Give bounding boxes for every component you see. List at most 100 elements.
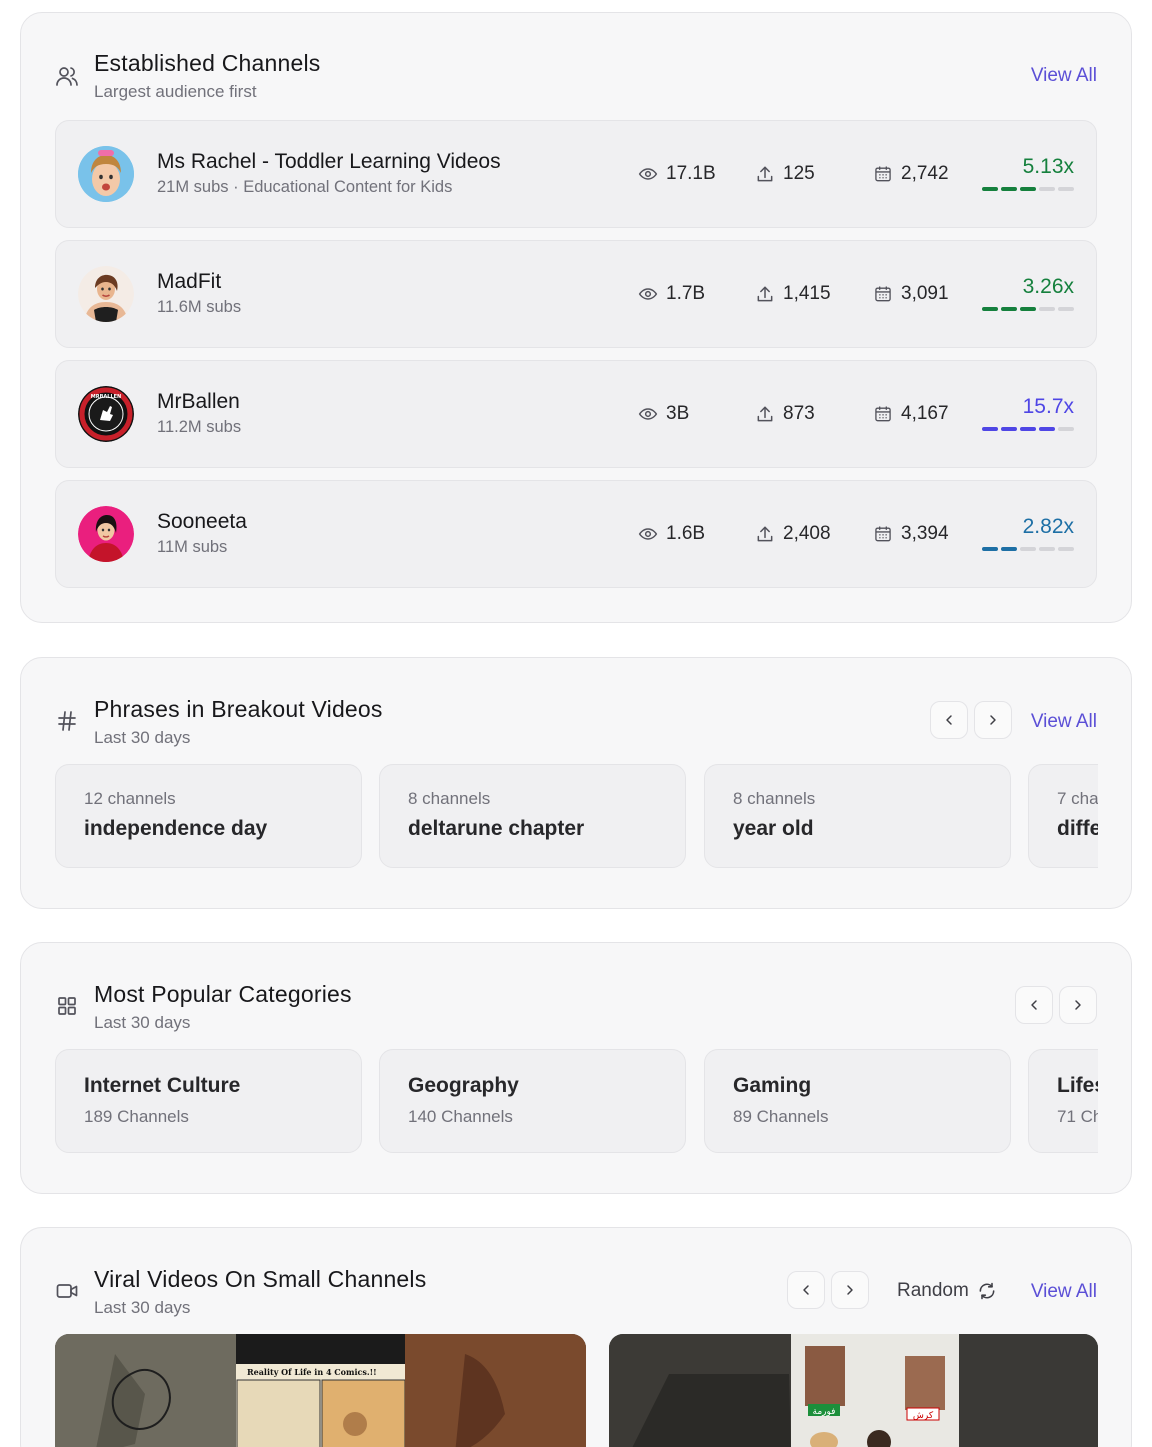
views-value: 1.7B [666,283,706,304]
chevron-right-icon [1075,1000,1081,1010]
category-card[interactable]: Gaming 89 Channels [704,1049,1011,1153]
multiplier: 5.13x [1022,155,1074,178]
eye-icon [638,528,658,540]
chevron-left-icon [803,1285,809,1295]
channel-name[interactable]: Ms Rachel - Toddler Learning Videos [157,150,501,173]
category-name: Internet Culture [84,1074,241,1097]
categories-carousel: Internet Culture 189 Channels Geography … [55,1049,1098,1153]
thumbnail-tag: كرش [913,1411,934,1421]
channel-row[interactable]: Ms Rachel - Toddler Learning Videos 21M … [55,120,1097,228]
channel-row[interactable]: MadFit 11.6M subs 1.7B 1,415 3,091 3.26x [55,240,1097,348]
phrase-text: deltarune chapter [408,817,585,840]
next-button[interactable] [1059,986,1097,1024]
calendar-icon [875,286,891,302]
uploads-stat: 873 [755,403,815,425]
section-title: Established Channels [94,50,321,76]
grid-icon [58,997,76,1015]
views-value: 3B [666,403,690,424]
score-bars [982,187,1074,191]
hash-icon [58,711,76,731]
viral-videos-card: Viral Videos On Small Channels Last 30 d… [20,1227,1132,1447]
views-stat: 1.7B [638,283,705,305]
phrase-channel-count: 8 channels [408,789,491,808]
category-card[interactable]: Internet Culture 189 Channels [55,1049,362,1153]
phrases-card: Phrases in Breakout Videos Last 30 days … [20,657,1132,909]
category-name: Geography [408,1074,519,1097]
thumbnail-caption: Reality Of Life in 4 Comics.!! [247,1367,377,1377]
chevron-right-icon [847,1285,853,1295]
uploads-value: 125 [783,163,815,184]
avatar [78,506,134,562]
eye-icon [638,288,658,300]
channel-row[interactable]: MRBALLEN MrBallen 11.2M subs 3B 873 4,16… [55,360,1097,468]
phrases-carousel: 12 channels independence day 8 channels … [55,764,1098,868]
days-value: 2,742 [901,163,949,184]
multiplier: 3.26x [1022,275,1074,298]
section-subtitle: Last 30 days [94,728,191,747]
views-value: 17.1B [666,163,716,184]
established-channels-card: Established Channels Largest audience fi… [20,12,1132,623]
random-label: Random [897,1280,969,1301]
section-title: Phrases in Breakout Videos [94,696,383,722]
upload-icon [757,286,773,302]
prev-button[interactable] [930,701,968,739]
category-card[interactable]: Geography 140 Channels [379,1049,686,1153]
phrase-card[interactable]: 7 channels different [1028,764,1098,868]
upload-icon [757,406,773,422]
channel-subtitle: 21M subs · Educational Content for Kids [157,178,453,196]
calendar-icon [875,166,891,182]
days-value: 3,091 [901,283,949,304]
avatar [78,146,134,202]
score-bars [982,547,1074,551]
multiplier: 2.82x [1022,515,1074,538]
calendar-icon [875,526,891,542]
section-subtitle: Last 30 days [94,1298,191,1317]
prev-button[interactable] [1015,986,1053,1024]
uploads-value: 873 [783,403,815,424]
channel-subtitle: 11M subs [157,538,228,556]
svg-text:MRBALLEN: MRBALLEN [91,394,121,400]
view-all-link[interactable]: View All [1030,711,1097,732]
phrase-text: independence day [84,817,268,840]
phrase-text: year old [733,817,814,840]
section-title: Most Popular Categories [94,981,352,1007]
avatar [78,266,134,322]
views-stat: 3B [638,403,689,425]
views-stat: 1.6B [638,523,705,545]
random-button[interactable]: Random [897,1280,997,1302]
section-title: Viral Videos On Small Channels [94,1266,427,1292]
channel-subtitle: 11.6M subs [157,298,242,316]
channel-name[interactable]: MrBallen [157,390,240,413]
next-button[interactable] [974,701,1012,739]
phrase-channel-count: 8 channels [733,789,816,808]
eye-icon [638,168,658,180]
category-count: 89 Channels [733,1107,829,1126]
users-icon [56,67,78,86]
prev-button[interactable] [787,1271,825,1309]
section-subtitle: Last 30 days [94,1013,191,1032]
next-button[interactable] [831,1271,869,1309]
category-count: 71 Channels [1057,1107,1098,1126]
channel-row[interactable]: Sooneeta 11M subs 1.6B 2,408 3,394 2.82x [55,480,1097,588]
score-bars [982,427,1074,431]
phrase-card[interactable]: 12 channels independence day [55,764,362,868]
uploads-stat: 2,408 [755,523,831,545]
calendar-icon [875,406,891,422]
phrase-card[interactable]: 8 channels year old [704,764,1011,868]
video-thumbnail[interactable]: فورمة كرش [609,1334,1098,1447]
video-thumbnail[interactable]: Reality Of Life in 4 Comics.!! [55,1334,586,1447]
category-count: 189 Channels [84,1107,189,1126]
refresh-icon [979,1282,995,1300]
channel-name[interactable]: Sooneeta [157,510,247,533]
channel-name[interactable]: MadFit [157,270,222,293]
view-all-link[interactable]: View All [1030,65,1097,86]
category-count: 140 Channels [408,1107,513,1126]
video-icon [56,1284,78,1298]
thumbnail-tag: فورمة [813,1407,836,1417]
phrase-card[interactable]: 8 channels deltarune chapter [379,764,686,868]
score-bars [982,307,1074,311]
category-card[interactable]: Lifestyle 71 Channels [1028,1049,1098,1153]
view-all-link[interactable]: View All [1030,1281,1097,1302]
channel-subtitle: 11.2M subs [157,418,242,436]
upload-icon [757,166,773,182]
